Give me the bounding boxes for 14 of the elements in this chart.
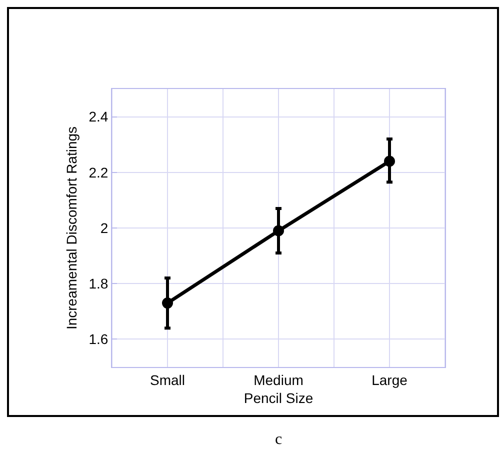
x-axis-title: Pencil Size bbox=[244, 390, 314, 406]
point bbox=[273, 225, 284, 236]
y-tick-label: 1.6 bbox=[88, 331, 108, 348]
point bbox=[162, 298, 173, 309]
y-tick-label: 2.2 bbox=[88, 164, 108, 180]
x-tick-label: Large bbox=[372, 372, 408, 388]
x-tick-label: Medium bbox=[254, 372, 304, 388]
x-tick-label: Small bbox=[150, 372, 186, 388]
y-tick-label: 2 bbox=[100, 220, 108, 236]
point bbox=[384, 156, 395, 167]
y-axis-title: Increamental Discomfort Ratings bbox=[63, 126, 80, 330]
text: c bbox=[275, 431, 282, 448]
y-tick-label: 2.4 bbox=[88, 108, 108, 125]
y-tick-label: 1.8 bbox=[88, 276, 108, 292]
